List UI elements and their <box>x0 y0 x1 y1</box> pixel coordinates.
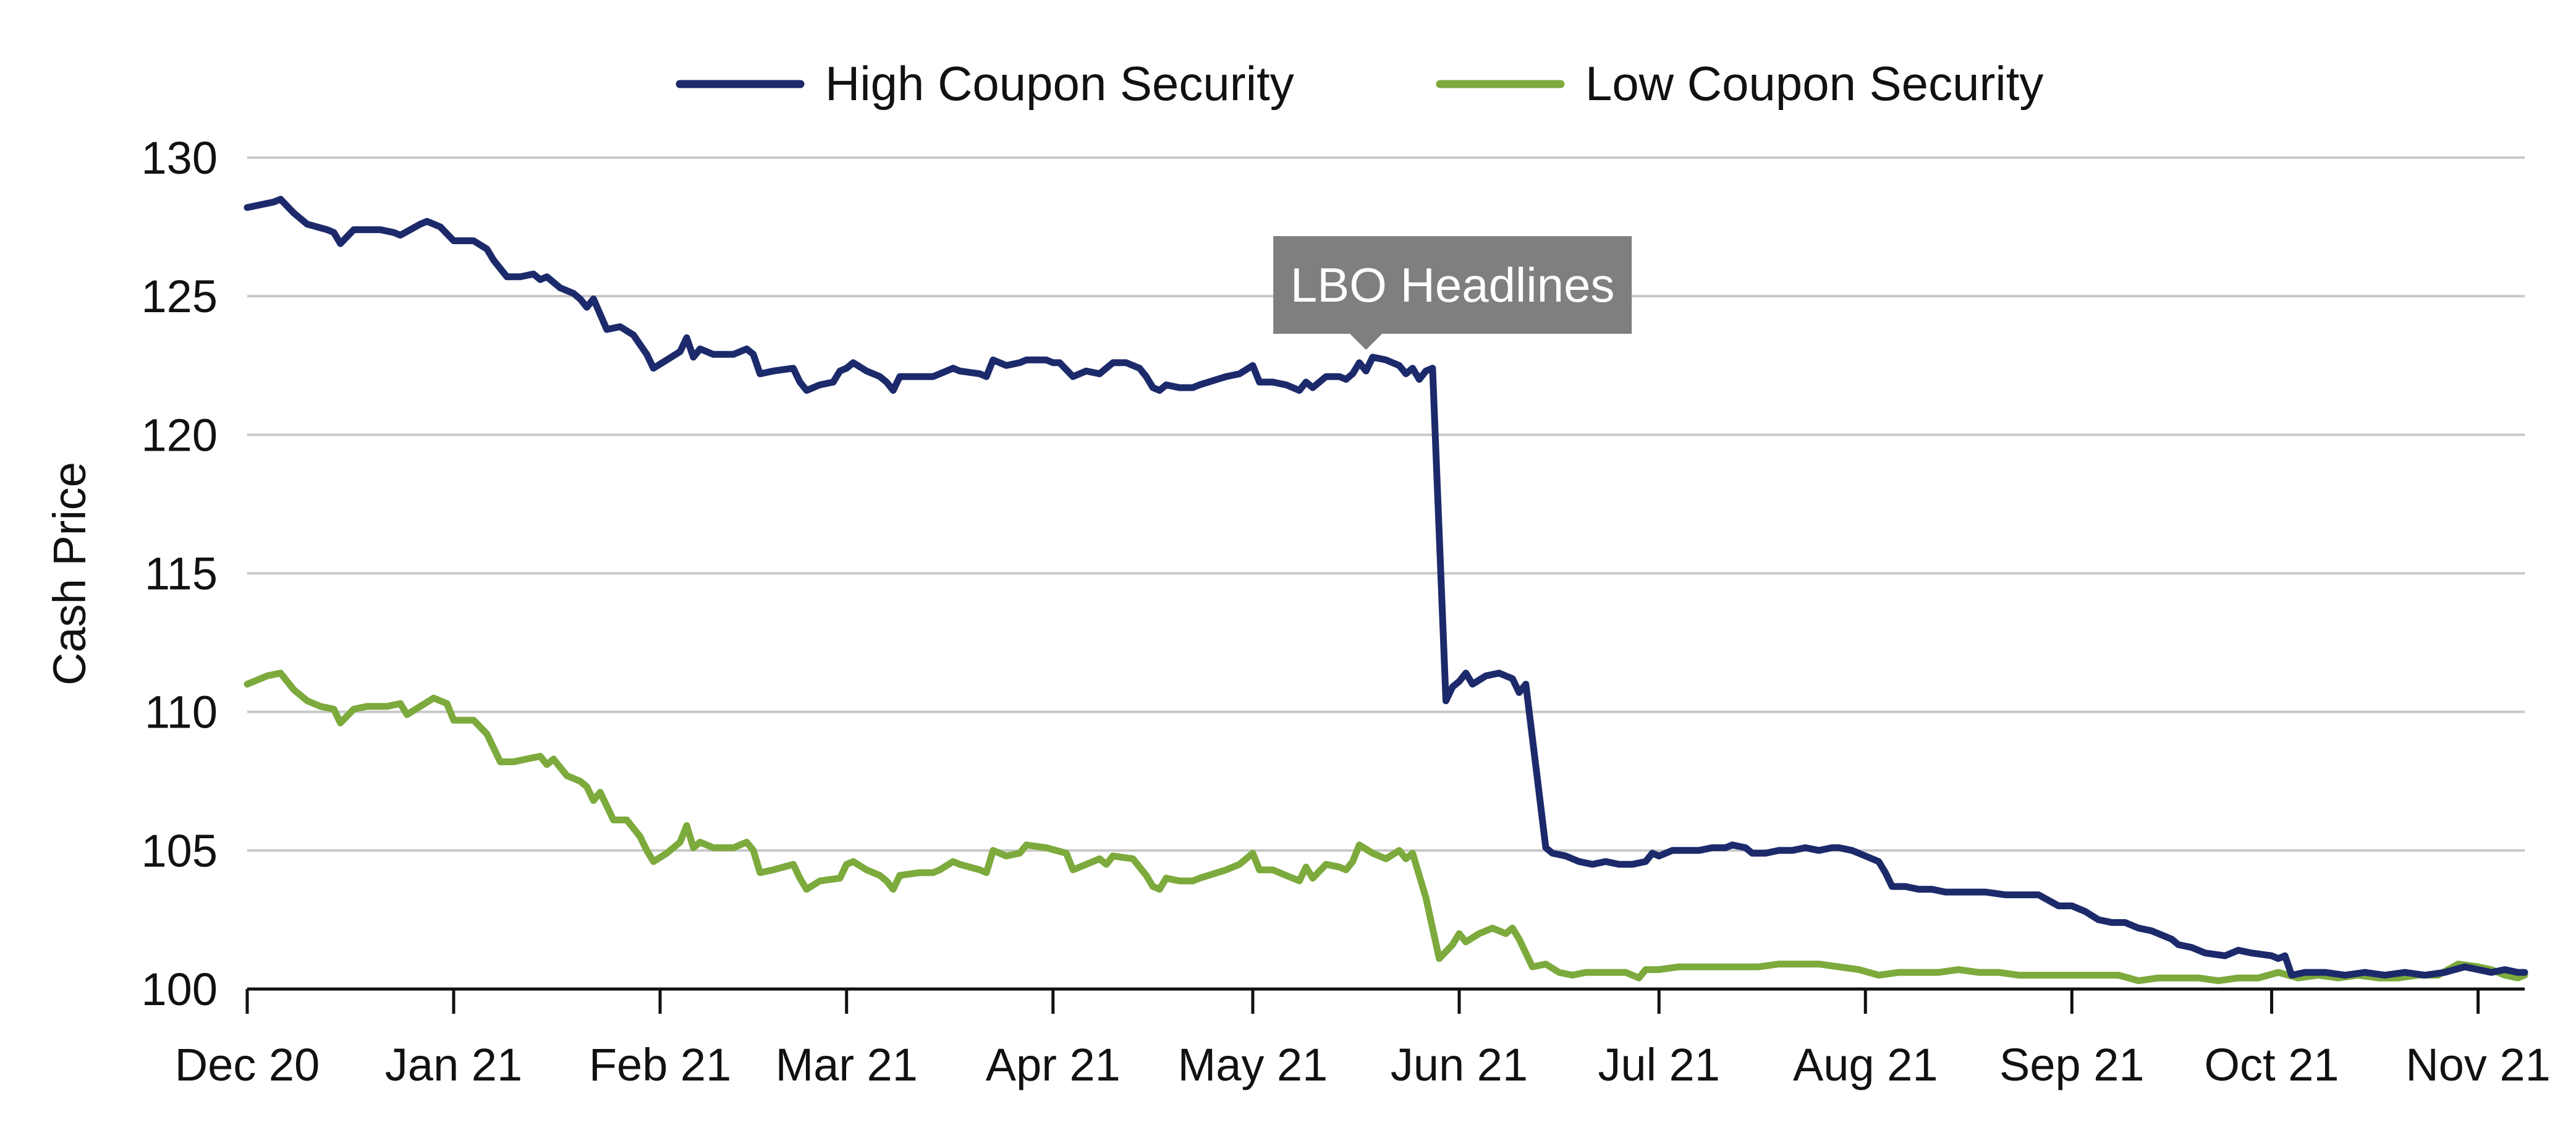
x-tick-label: Sep 21 <box>1999 1039 2145 1090</box>
y-tick-label: 125 <box>142 271 218 322</box>
x-tick-label: Mar 21 <box>776 1039 918 1090</box>
annotation-box <box>1273 236 1632 334</box>
legend-label: High Coupon Security <box>825 56 1294 111</box>
x-tick-label: Jan 21 <box>385 1039 522 1090</box>
x-tick-label: Dec 20 <box>175 1039 320 1090</box>
series-line-low-coupon-security <box>244 669 2528 985</box>
annotation: LBO Headlines <box>1273 236 1632 350</box>
series-line-high-coupon-security <box>244 195 2528 979</box>
x-tick-label: Nov 21 <box>2405 1039 2550 1090</box>
y-tick-label: 115 <box>145 548 218 600</box>
legend: High Coupon Security Low Coupon Security <box>676 56 2043 111</box>
x-tick-label: Aug 21 <box>1793 1039 1938 1090</box>
annotation-label: LBO Headlines <box>1290 258 1615 312</box>
y-tick-label: 110 <box>145 687 218 738</box>
legend-label: Low Coupon Security <box>1585 56 2043 111</box>
y-tick-label: 120 <box>142 409 218 461</box>
y-axis-ticks: 100 105 110 115 120 125 130 <box>142 132 218 1015</box>
x-tick-label: Jun 21 <box>1391 1039 1528 1090</box>
x-axis: Dec 20 Jan 21 Feb 21 Mar 21 Apr 21 May 21 Jun … <box>175 987 2551 1090</box>
y-tick-label: 100 <box>142 964 218 1015</box>
x-tick-label: May 21 <box>1178 1039 1328 1090</box>
annotation-pointer <box>1350 334 1383 350</box>
x-tick-label: Jul 21 <box>1598 1039 1720 1090</box>
x-tick-label: Oct 21 <box>2205 1039 2339 1090</box>
y-tick-label: 130 <box>142 132 218 184</box>
series-lines <box>244 195 2528 985</box>
x-tick-label: Apr 21 <box>986 1039 1121 1090</box>
y-axis-label: Cash Price <box>44 462 95 686</box>
y-tick-label: 105 <box>142 825 218 877</box>
x-tick-label: Feb 21 <box>589 1039 731 1090</box>
